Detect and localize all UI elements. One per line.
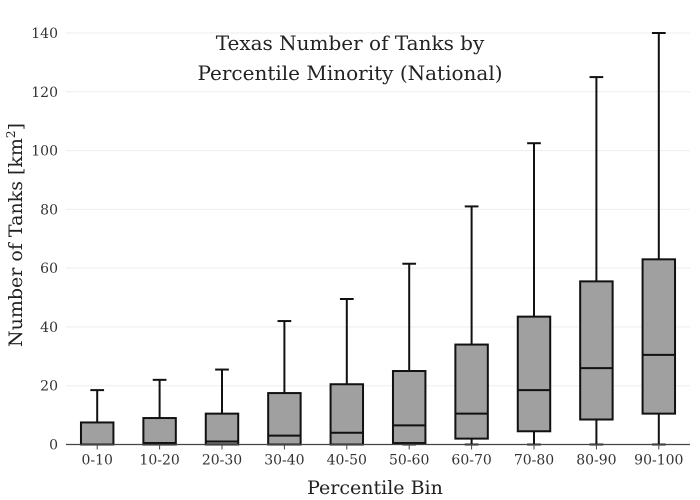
y-axis-title-main: Number of Tanks [km [5, 138, 27, 347]
y-axis-title-superscript: 2 [4, 130, 18, 138]
x-tick-label: 80-90 [576, 453, 616, 469]
box-iqr [641, 258, 677, 415]
box-iqr [204, 412, 240, 446]
axes: 0 20 40 60 80 100 120 140 0-10 10-20 20-30 30-40 40-… [31, 26, 690, 469]
y-axis-title: Number of Tanks [km2] [4, 123, 27, 347]
x-tick-label: 10-20 [139, 453, 179, 469]
x-tick-label: 30-40 [264, 453, 304, 469]
x-tick-label: 90-100 [634, 453, 683, 469]
y-tick-label: 0 [49, 438, 58, 454]
x-tick-label: 0-10 [81, 453, 112, 469]
x-tick-label: 70-80 [514, 453, 554, 469]
y-tick-label: 140 [31, 26, 58, 42]
box-iqr [79, 421, 115, 446]
y-tick-label: 40 [40, 320, 58, 336]
box-60-70 [454, 205, 489, 446]
box-40-50 [329, 298, 365, 446]
box-series [79, 32, 677, 446]
y-tick-label: 60 [40, 261, 58, 277]
x-axis-title: Percentile Bin [307, 477, 443, 499]
box-90-100 [641, 32, 677, 446]
y-tick-label: 20 [40, 379, 58, 395]
box-30-40 [267, 320, 302, 446]
box-10-20 [142, 378, 177, 446]
y-tick-label: 80 [40, 202, 58, 218]
box-iqr [329, 383, 365, 446]
x-tick-label: 20-30 [202, 453, 242, 469]
box-70-80 [516, 142, 552, 446]
chart-title-line-2: Percentile Minority (National) [197, 61, 502, 85]
box-iqr [142, 417, 177, 446]
y-tick-label: 120 [31, 85, 58, 101]
box-iqr [579, 280, 614, 421]
box-80-90 [579, 76, 614, 446]
chart-title-line-1: Texas Number of Tanks by [216, 31, 485, 55]
box-iqr [454, 343, 489, 440]
grid-lines [66, 32, 690, 387]
y-axis-title-end: ] [5, 123, 27, 130]
y-tick-label: 100 [31, 144, 58, 160]
box-iqr [516, 315, 552, 433]
x-tick-label: 60-70 [451, 453, 491, 469]
box-0-10 [79, 389, 115, 446]
box-iqr [391, 370, 427, 445]
x-tick-label: 40-50 [327, 453, 367, 469]
box-20-30 [204, 368, 240, 446]
box-50-60 [391, 262, 427, 446]
box-iqr [267, 392, 302, 446]
x-tick-label: 50-60 [389, 453, 429, 469]
